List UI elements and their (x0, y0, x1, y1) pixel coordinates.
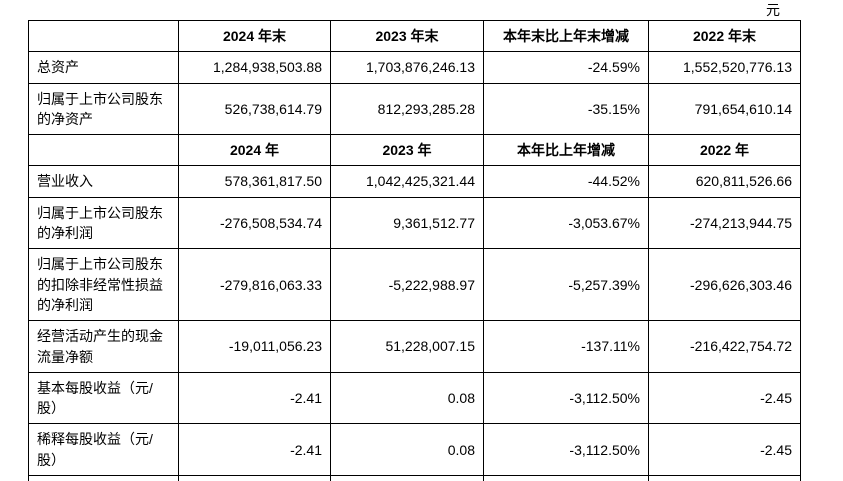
value-cell: -44.52% (483, 165, 649, 198)
value-cell: -274,213,944.75 (648, 196, 801, 250)
value-cell: 620,811,526.66 (648, 165, 801, 198)
row-weighted-avg-roe: 加权平均净资产收益率 -40.72% 1.27% -41.99% -29.52% (28, 475, 801, 481)
value-cell: 1,284,938,503.88 (178, 51, 331, 84)
value-cell: 1,552,520,776.13 (648, 51, 801, 84)
value-cell: -5,257.39% (483, 248, 649, 322)
header-cell-2022-year-end: 2022 年末 (648, 19, 801, 53)
value-cell: 578,361,817.50 (178, 165, 331, 198)
row-total-assets: 总资产 1,284,938,503.88 1,703,876,246.13 -2… (28, 51, 801, 84)
value-cell: -3,112.50% (483, 423, 649, 477)
value-cell: 812,293,285.28 (330, 82, 484, 136)
row-label: 加权平均净资产收益率 (28, 475, 179, 481)
value-cell: 1.27% (330, 475, 484, 481)
row-net-assets: 归属于上市公司股东的净资产 526,738,614.79 812,293,285… (28, 82, 801, 136)
header-cell-empty (28, 134, 179, 167)
header-row-year: 2024 年 2023 年 本年比上年增减 2022 年 (28, 134, 801, 167)
value-cell: 9,361,512.77 (330, 196, 484, 250)
value-cell: -5,222,988.97 (330, 248, 484, 322)
value-cell: -2.41 (178, 371, 331, 425)
value-cell: -2.41 (178, 423, 331, 477)
currency-unit-label: 元 (766, 2, 780, 18)
row-operating-cash-flow: 经营活动产生的现金流量净额 -19,011,056.23 51,228,007.… (28, 320, 801, 373)
value-cell: -19,011,056.23 (178, 320, 331, 373)
header-cell-2022-year: 2022 年 (648, 134, 801, 167)
financial-summary-table: 2024 年末 2023 年末 本年末比上年末增减 2022 年末 总资产 1,… (28, 19, 801, 481)
row-label: 归属于上市公司股东的扣除非经常性损益的净利润 (28, 248, 179, 322)
value-cell: -35.15% (483, 82, 649, 136)
header-cell-yoy-change-year: 本年比上年增减 (483, 134, 649, 167)
value-cell: 0.08 (330, 371, 484, 425)
value-cell: 791,654,610.14 (648, 82, 801, 136)
value-cell: 526,738,614.79 (178, 82, 331, 136)
row-diluted-eps: 稀释每股收益（元/股） -2.41 0.08 -3,112.50% -2.45 (28, 423, 801, 477)
row-net-profit: 归属于上市公司股东的净利润 -276,508,534.74 9,361,512.… (28, 196, 801, 250)
header-cell-empty (28, 19, 179, 53)
row-label: 稀释每股收益（元/股） (28, 423, 179, 477)
header-cell-2023-year-end: 2023 年末 (330, 19, 484, 53)
value-cell: -216,422,754.72 (648, 320, 801, 373)
row-revenue: 营业收入 578,361,817.50 1,042,425,321.44 -44… (28, 165, 801, 198)
value-cell: -40.72% (178, 475, 331, 481)
row-label: 总资产 (28, 51, 179, 84)
row-label: 经营活动产生的现金流量净额 (28, 320, 179, 373)
row-label: 归属于上市公司股东的净资产 (28, 82, 179, 136)
header-cell-yoy-change-year-end: 本年末比上年末增减 (483, 19, 649, 53)
value-cell: -3,112.50% (483, 371, 649, 425)
value-cell: -24.59% (483, 51, 649, 84)
header-cell-2024-year-end: 2024 年末 (178, 19, 331, 53)
row-basic-eps: 基本每股收益（元/股） -2.41 0.08 -3,112.50% -2.45 (28, 371, 801, 425)
value-cell: -29.52% (648, 475, 801, 481)
value-cell: -296,626,303.46 (648, 248, 801, 322)
value-cell: -2.45 (648, 423, 801, 477)
value-cell: -137.11% (483, 320, 649, 373)
row-label: 基本每股收益（元/股） (28, 371, 179, 425)
header-cell-2023-year: 2023 年 (330, 134, 484, 167)
header-cell-2024-year: 2024 年 (178, 134, 331, 167)
value-cell: -2.45 (648, 371, 801, 425)
value-cell: -3,053.67% (483, 196, 649, 250)
value-cell: 51,228,007.15 (330, 320, 484, 373)
value-cell: 0.08 (330, 423, 484, 477)
value-cell: -41.99% (483, 475, 649, 481)
value-cell: 1,042,425,321.44 (330, 165, 484, 198)
header-row-year-end: 2024 年末 2023 年末 本年末比上年末增减 2022 年末 (28, 19, 801, 53)
row-label: 归属于上市公司股东的净利润 (28, 196, 179, 250)
row-net-profit-excl-nonrecurring: 归属于上市公司股东的扣除非经常性损益的净利润 -279,816,063.33 -… (28, 248, 801, 322)
row-label: 营业收入 (28, 165, 179, 198)
value-cell: 1,703,876,246.13 (330, 51, 484, 84)
value-cell: -279,816,063.33 (178, 248, 331, 322)
value-cell: -276,508,534.74 (178, 196, 331, 250)
